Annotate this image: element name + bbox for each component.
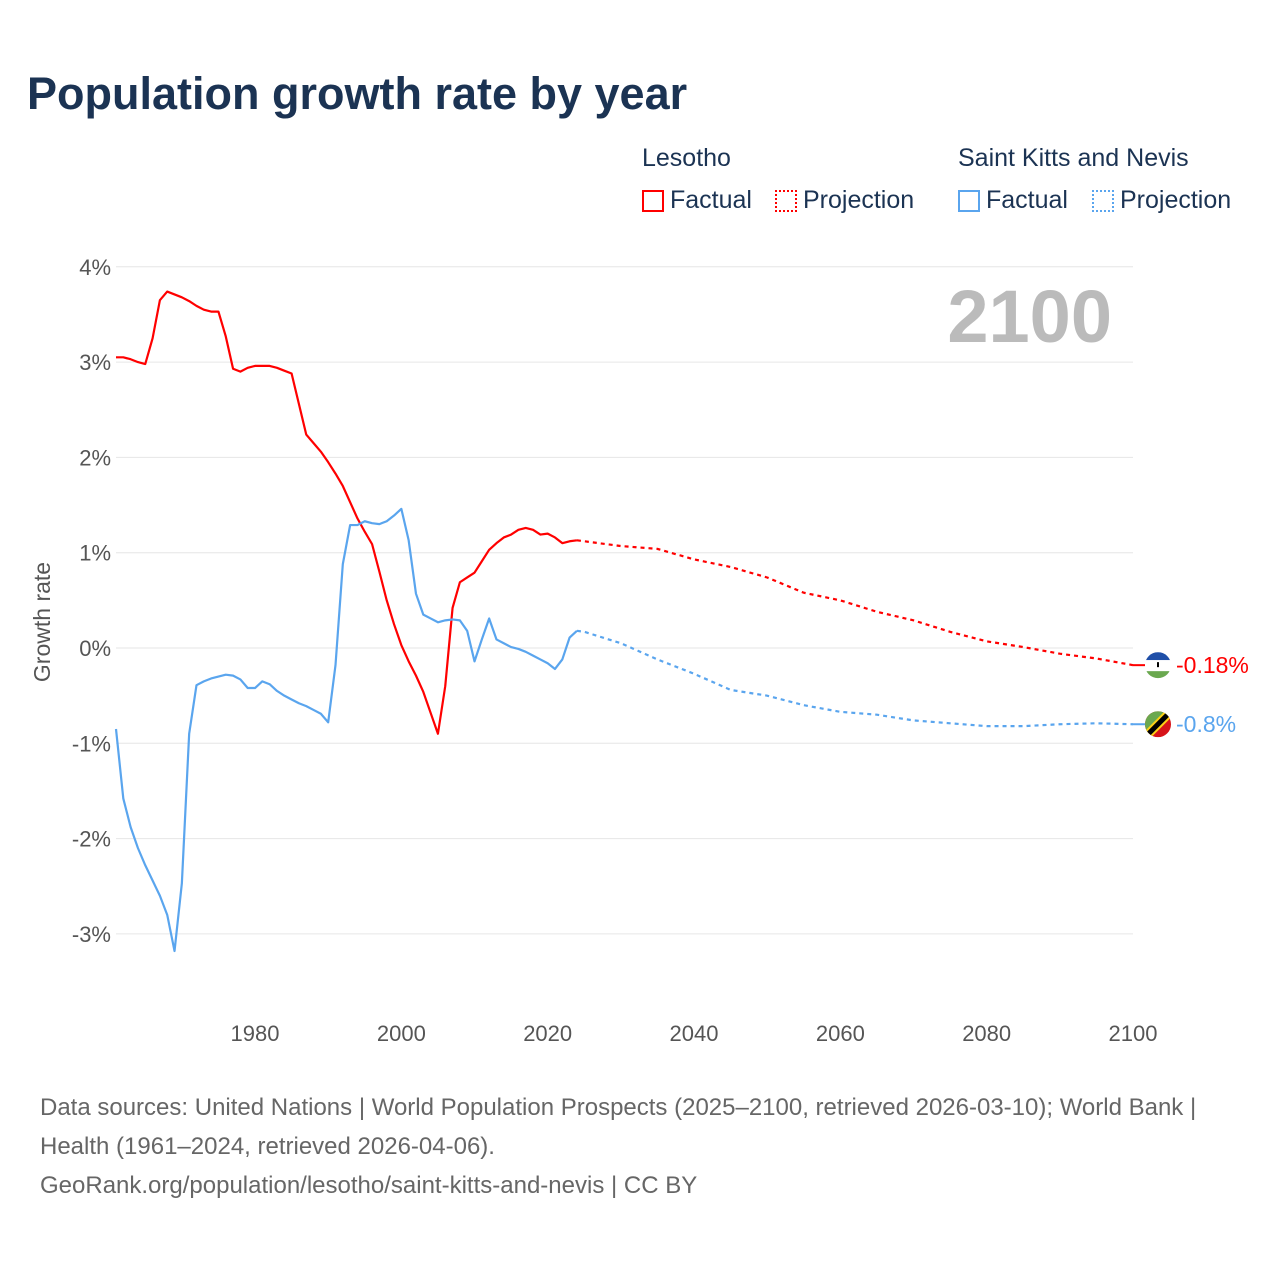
legend-swatch-dotted <box>775 189 797 212</box>
legend-lesotho-projection[interactable]: Projection <box>775 186 914 215</box>
legend-label: Projection <box>803 186 915 214</box>
y-tick-label: -1% <box>72 731 111 756</box>
y-tick-label: 4% <box>79 255 111 280</box>
series-line-projection-1 <box>576 629 1134 728</box>
lesotho-flag-icon <box>1145 652 1171 679</box>
saint-kitts-flag-icon <box>1145 711 1171 738</box>
credit-link[interactable]: GeoRank.org/population/lesotho/saint-kit… <box>40 1172 698 1199</box>
legend-swatch-solid <box>958 189 980 212</box>
legend-label: Projection <box>1120 186 1232 214</box>
x-tick-label: 2080 <box>962 1021 1011 1046</box>
data-sources: Data sources: United Nations | World Pop… <box>40 1094 1197 1160</box>
legend-label: Factual <box>986 186 1068 214</box>
page-title: Population growth rate by year <box>27 68 688 119</box>
x-tick-label: 2100 <box>1109 1021 1158 1046</box>
x-tick-label: 2020 <box>523 1021 572 1046</box>
end-value-label: -0.8% <box>1176 711 1236 737</box>
x-tick-label: 2060 <box>816 1021 865 1046</box>
footer: Data sources: United Nations | World Pop… <box>40 1088 1240 1205</box>
legend-skn-projection[interactable]: Projection <box>1092 186 1231 215</box>
legend-label: Factual <box>670 186 752 214</box>
legend-group-lesotho: Lesotho <box>642 144 731 172</box>
series-line-factual-1 <box>114 507 578 953</box>
end-value-label: -0.18% <box>1176 652 1249 678</box>
y-tick-label: 3% <box>79 350 111 375</box>
legend-skn-factual[interactable]: Factual <box>958 186 1068 215</box>
series-line-projection-0 <box>576 539 1134 667</box>
series-line-factual-0 <box>116 290 578 735</box>
year-watermark: 2100 <box>947 275 1112 358</box>
x-tick-label: 2000 <box>377 1021 426 1046</box>
legend-group-saint-kitts: Saint Kitts and Nevis <box>958 144 1189 172</box>
x-tick-label: 2040 <box>670 1021 719 1046</box>
line-chart: 4% 3% 2% 1% 0% -1% -2% -3% 1980 2000 2020 2040 2060 2… <box>29 255 1249 1046</box>
legend-lesotho-factual[interactable]: Factual <box>642 186 752 215</box>
y-axis-label: Growth rate <box>29 562 55 682</box>
y-tick-label: -2% <box>72 827 111 852</box>
y-tick-label: 2% <box>79 445 111 470</box>
legend-swatch-dotted <box>1092 189 1114 212</box>
y-tick-label: 0% <box>79 636 111 661</box>
y-tick-label: 1% <box>79 541 111 566</box>
y-tick-label: -3% <box>72 922 111 947</box>
x-tick-label: 1980 <box>231 1021 280 1046</box>
legend-swatch-solid <box>642 189 664 212</box>
